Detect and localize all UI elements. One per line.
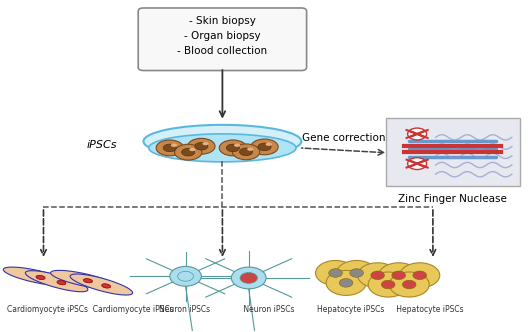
Circle shape [368, 272, 408, 297]
Circle shape [413, 271, 426, 280]
Circle shape [240, 273, 258, 284]
Ellipse shape [251, 139, 278, 155]
Ellipse shape [232, 144, 260, 160]
Circle shape [231, 267, 266, 289]
Ellipse shape [57, 281, 66, 285]
Text: Gene correction: Gene correction [302, 133, 385, 143]
Ellipse shape [84, 279, 93, 283]
Ellipse shape [203, 142, 209, 145]
Ellipse shape [258, 143, 271, 151]
Ellipse shape [171, 144, 177, 147]
Polygon shape [25, 271, 88, 292]
Circle shape [339, 279, 353, 287]
Ellipse shape [163, 144, 176, 152]
Circle shape [408, 128, 426, 140]
FancyBboxPatch shape [386, 118, 519, 186]
Text: - Skin biopsy
- Organ biopsy
- Blood collection: - Skin biopsy - Organ biopsy - Blood col… [177, 16, 268, 56]
Circle shape [403, 280, 416, 289]
Text: Cardiomyocyte iPSCs  Cardiomyocyte iPSCs: Cardiomyocyte iPSCs Cardiomyocyte iPSCs [7, 305, 174, 314]
Polygon shape [3, 267, 68, 286]
Ellipse shape [247, 147, 253, 151]
Circle shape [350, 269, 363, 277]
Text: Neuron iPSCs              Neuron iPSCs: Neuron iPSCs Neuron iPSCs [159, 305, 295, 314]
Ellipse shape [156, 140, 184, 156]
Ellipse shape [36, 275, 45, 280]
Circle shape [400, 263, 440, 288]
Ellipse shape [175, 144, 202, 160]
Ellipse shape [226, 144, 240, 152]
Ellipse shape [102, 284, 111, 288]
Circle shape [336, 261, 377, 286]
Ellipse shape [149, 134, 296, 162]
Text: iPSCs: iPSCs [87, 139, 117, 150]
Circle shape [371, 271, 385, 280]
Circle shape [392, 271, 406, 280]
Ellipse shape [143, 125, 302, 158]
Circle shape [389, 272, 429, 297]
Ellipse shape [181, 148, 195, 156]
Circle shape [178, 271, 194, 281]
Circle shape [408, 158, 426, 170]
Ellipse shape [188, 138, 215, 154]
Ellipse shape [195, 142, 208, 150]
Circle shape [315, 261, 355, 286]
Circle shape [329, 269, 342, 277]
Ellipse shape [234, 144, 240, 147]
Ellipse shape [240, 148, 253, 156]
Ellipse shape [189, 148, 196, 151]
Circle shape [170, 266, 202, 286]
Text: Zinc Finger Nuclease: Zinc Finger Nuclease [398, 194, 507, 204]
Ellipse shape [266, 143, 272, 146]
FancyBboxPatch shape [138, 8, 307, 70]
Circle shape [358, 263, 398, 288]
Circle shape [326, 270, 366, 295]
Polygon shape [70, 274, 133, 295]
Text: Hepatocyte iPSCs     Hepatocyte iPSCs: Hepatocyte iPSCs Hepatocyte iPSCs [317, 305, 464, 314]
Ellipse shape [219, 140, 247, 156]
Circle shape [381, 280, 395, 289]
Circle shape [379, 263, 418, 288]
Polygon shape [51, 270, 115, 289]
